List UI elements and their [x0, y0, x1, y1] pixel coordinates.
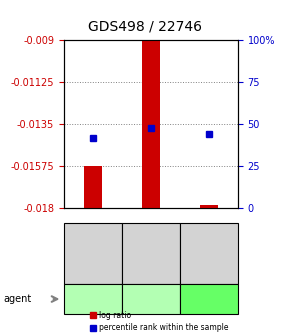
- Legend: log ratio, percentile rank within the sample: log ratio, percentile rank within the sa…: [87, 308, 232, 336]
- Text: IL4: IL4: [202, 294, 216, 304]
- Text: GSM8754: GSM8754: [146, 234, 155, 274]
- Text: IFNg: IFNg: [82, 294, 104, 304]
- Bar: [84, 166, 102, 208]
- Text: GSM8759: GSM8759: [204, 234, 213, 274]
- Bar: [142, 40, 160, 208]
- Text: agent: agent: [3, 294, 31, 304]
- Text: GSM8749: GSM8749: [88, 234, 97, 274]
- Text: TNFa: TNFa: [139, 294, 163, 304]
- Bar: [200, 205, 218, 208]
- Text: GDS498 / 22746: GDS498 / 22746: [88, 20, 202, 34]
